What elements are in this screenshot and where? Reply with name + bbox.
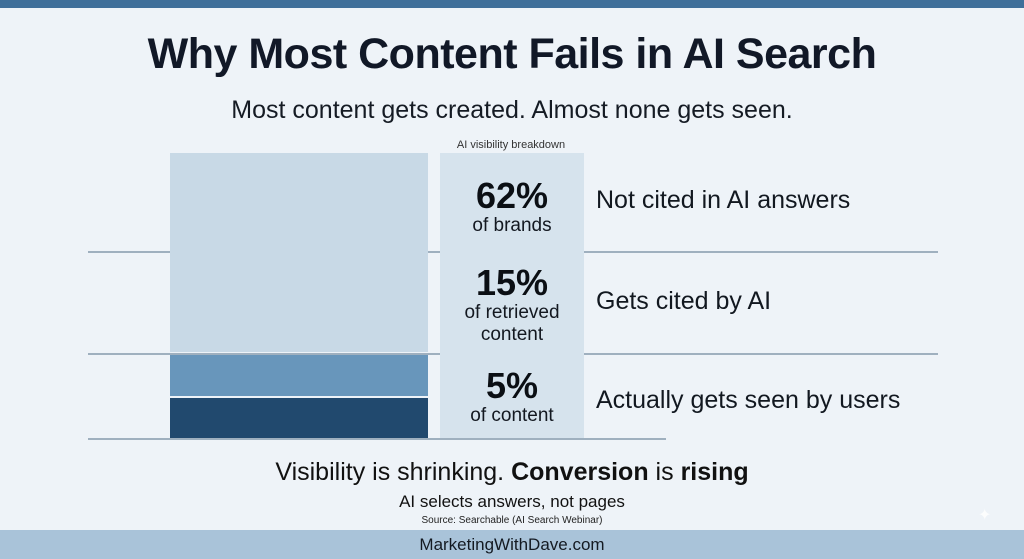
takeaway-text: Visibility is shrinking. — [275, 458, 512, 486]
stat-row-3: 5% of content — [440, 367, 584, 427]
source-note: Source: Searchable (AI Search Webinar) — [421, 515, 603, 526]
stat-qualifier: of brands — [472, 215, 552, 236]
page-subtitle: Most content gets created. Almost none g… — [231, 96, 793, 124]
page-title: Why Most Content Fails in AI Search — [147, 30, 877, 78]
row-description: Not cited in AI answers — [596, 186, 851, 214]
stat-percent: 5% — [485, 365, 539, 406]
stat-column — [440, 153, 584, 438]
tagline: AI selects answers, not pages — [399, 492, 625, 511]
row-description: Gets cited by AI — [596, 287, 772, 315]
takeaway-text: is — [648, 458, 681, 486]
top-banner-stripe — [0, 0, 1024, 8]
stat-qualifier-line2: content — [480, 324, 544, 345]
stat-percent: 62% — [475, 175, 549, 216]
row-description: Actually gets seen by users — [596, 386, 901, 414]
stat-qualifier-line1: of retrieved — [464, 302, 560, 323]
stat-qualifier: of content — [470, 405, 554, 426]
bar-seen — [170, 398, 428, 438]
sparkle-watermark-icon: ✦ — [978, 507, 992, 524]
takeaway-line: Visibility is shrinking. Conversion is r… — [0, 458, 1024, 487]
chart-baseline — [88, 438, 666, 440]
footer-band: MarketingWithDave.com — [0, 530, 1024, 559]
stat-row-2: 15% of retrieved content — [440, 264, 584, 346]
takeaway-emphasis: Conversion — [511, 458, 649, 486]
site-link[interactable]: MarketingWithDave.com — [419, 535, 605, 554]
bar-not-cited — [170, 153, 428, 352]
bar-cited — [170, 355, 428, 396]
chart-caption: AI visibility breakdown — [456, 139, 566, 151]
stat-percent: 15% — [475, 262, 549, 303]
stat-row-1: 62% of brands — [440, 177, 584, 237]
takeaway-emphasis: rising — [680, 458, 749, 486]
